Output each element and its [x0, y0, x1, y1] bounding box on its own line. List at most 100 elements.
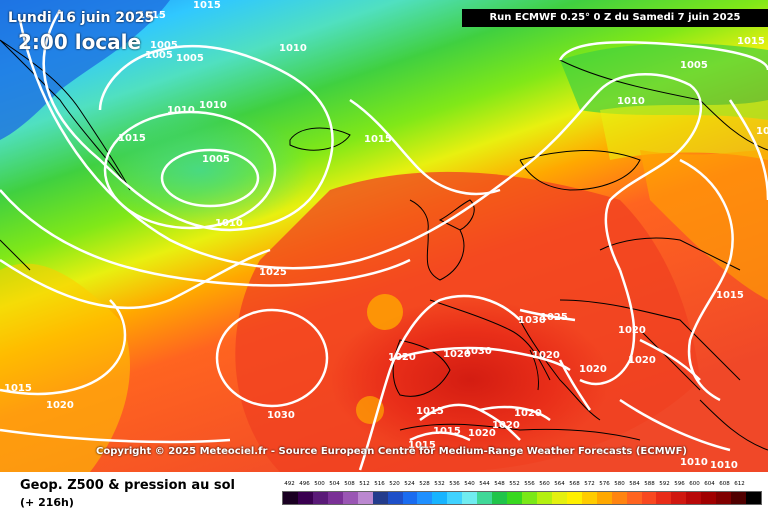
isobar-label: 1005 [680, 60, 708, 71]
isobar-label: 1020 [514, 408, 542, 419]
scale-label: 528 [419, 481, 430, 487]
isobar-label: 1030 [464, 346, 492, 357]
coastlines [0, 39, 768, 451]
scale-label: 568 [569, 481, 580, 487]
scale-swatch [746, 492, 761, 504]
isobar-label: 1015 [118, 133, 146, 144]
isobar-label: 1020 [443, 349, 471, 360]
isobar-label: 1020 [579, 364, 607, 375]
isobar-label: 1015 [408, 440, 436, 451]
isobar-label: 1020 [492, 420, 520, 431]
color-scale [282, 491, 762, 505]
scale-label: 556 [524, 481, 535, 487]
copyright-text: Copyright © 2025 Meteociel.fr - Source E… [96, 446, 687, 457]
isobar-label: 1010 [617, 96, 645, 107]
scale-label: 512 [359, 481, 370, 487]
scale-swatch [551, 492, 567, 504]
isobar-label: 1010 [215, 218, 243, 229]
scale-label: 516 [374, 481, 385, 487]
scale-swatch [581, 492, 597, 504]
isobars [0, 9, 768, 471]
scale-swatch [402, 492, 418, 504]
scale-label [747, 481, 762, 487]
isobar-label: 1010 [199, 100, 227, 111]
isobar-label: 1015 [364, 134, 392, 145]
scale-swatch [312, 492, 328, 504]
isobar-label: 1005 [202, 154, 230, 165]
isobar-label: 1010 [710, 460, 738, 471]
isobar-label: 1020 [628, 355, 656, 366]
scale-swatch [387, 492, 403, 504]
scale-swatch [507, 492, 522, 504]
scale-swatch [327, 492, 343, 504]
isobar-label: 1015 [4, 383, 32, 394]
isobar-label: 1010 [279, 43, 307, 54]
scale-swatch [566, 492, 582, 504]
isobar-label: 1020 [618, 325, 646, 336]
scale-label: 496 [299, 481, 310, 487]
scale-swatch [432, 492, 448, 504]
isobar-label: 1005 [150, 40, 178, 51]
isobar-label: 1015 [756, 126, 768, 137]
scale-label: 604 [704, 481, 715, 487]
scale-label: 520 [389, 481, 400, 487]
scale-swatch [297, 492, 313, 504]
isobar-label: 1030 [267, 410, 295, 421]
scale-label: 608 [719, 481, 730, 487]
scale-label: 592 [659, 481, 670, 487]
weather-map: 1015 1015 1005 1005 1005 1010 1010 1010 … [0, 0, 768, 472]
scale-label: 536 [449, 481, 460, 487]
isobar-label: 1015 [138, 10, 166, 21]
isobar-label: 1020 [468, 428, 496, 439]
scale-swatch [671, 492, 687, 504]
scale-label: 532 [434, 481, 445, 487]
isobar-label: 1030 [518, 315, 546, 326]
scale-label: 508 [344, 481, 355, 487]
forecast-date: Lundi 16 juin 2025 [8, 10, 155, 26]
scale-swatch [641, 492, 657, 504]
scale-label: 500 [314, 481, 325, 487]
scale-swatch [596, 492, 612, 504]
scale-label: 540 [464, 481, 475, 487]
scale-label: 596 [674, 481, 685, 487]
scale-label: 576 [599, 481, 610, 487]
geopotential-field [0, 0, 768, 472]
scale-swatch [342, 492, 358, 504]
scale-label: 588 [644, 481, 655, 487]
scale-swatch [372, 492, 388, 504]
scale-swatch [701, 492, 717, 504]
isobar-label: 1015 [416, 406, 444, 417]
isobar-label: 1015 [716, 290, 744, 301]
scale-label: 580 [614, 481, 625, 487]
scale-label: 612 [734, 481, 745, 487]
scale-label: 492 [284, 481, 295, 487]
scale-label: 504 [329, 481, 340, 487]
isobar-label: 1010 [680, 457, 708, 468]
legend-subtitle: (+ 216h) [20, 496, 74, 509]
isobar-label: 1005 [145, 50, 173, 61]
legend-title: Geop. Z500 & pression au sol [20, 478, 235, 493]
scale-swatch [417, 492, 433, 504]
scale-swatch [522, 492, 537, 504]
scale-swatch [656, 492, 672, 504]
scale-swatch [357, 492, 373, 504]
color-scale-labels: 492 496 500 504 508 512 516 520 524 528 532 536 540 5… [282, 481, 762, 487]
scale-swatch [283, 492, 298, 504]
scale-label: 572 [584, 481, 595, 487]
isobar-label: 1020 [46, 400, 74, 411]
scale-label: 584 [629, 481, 640, 487]
scale-swatch [477, 492, 493, 504]
scale-swatch [626, 492, 642, 504]
isobar-label: 1020 [388, 352, 416, 363]
forecast-local-time: 2:00 locale [18, 30, 142, 54]
scale-swatch [462, 492, 478, 504]
scale-swatch [536, 492, 552, 504]
scale-label: 548 [494, 481, 505, 487]
scale-label: 544 [479, 481, 490, 487]
scale-label: 564 [554, 481, 565, 487]
model-run-label: Run ECMWF 0.25° 0 Z du Samedi 7 juin 202… [462, 9, 768, 27]
isobar-label: 1025 [540, 312, 568, 323]
scale-label: 524 [404, 481, 415, 487]
scale-swatch [492, 492, 508, 504]
isobar-label: 1020 [532, 350, 560, 361]
